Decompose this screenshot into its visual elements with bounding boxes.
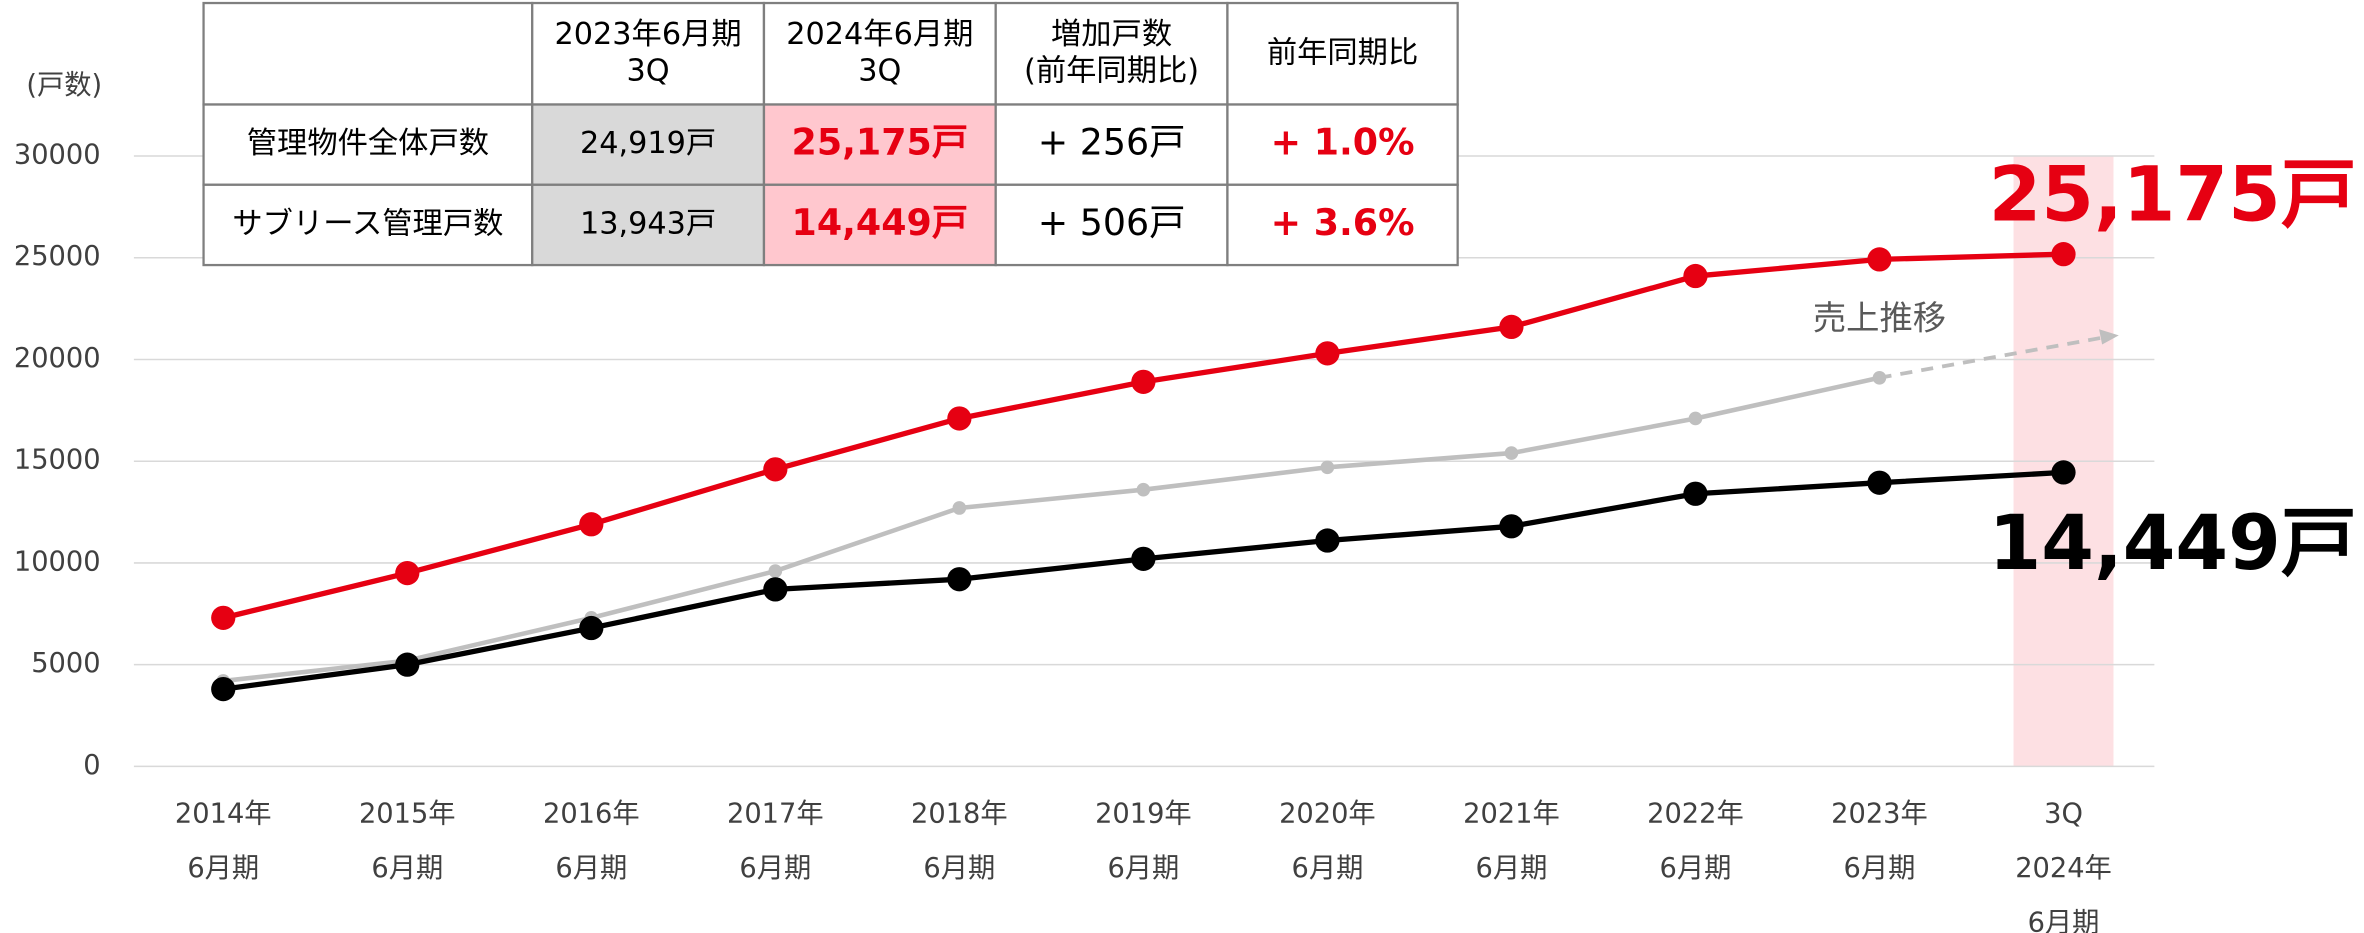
value-label: 25,175戸	[1989, 151, 2357, 239]
series-line	[223, 375, 1880, 684]
table-header: 増加戸数	[1051, 17, 1172, 52]
table-cell	[1226, 1, 1459, 106]
point	[1683, 481, 1708, 506]
table-header: (前年同期比)	[1024, 53, 1199, 88]
table-cell-text: サブリース管理戸数	[232, 206, 503, 241]
point	[1499, 514, 1524, 539]
point	[395, 652, 420, 677]
point	[211, 605, 236, 630]
table-cell-text: + 1.0%	[1271, 121, 1415, 164]
table-header: 2023年6月期	[555, 17, 742, 52]
value-label: 14,449戸	[1989, 499, 2357, 587]
point	[1315, 528, 1340, 553]
x-tick-label: 6月期	[1476, 853, 1548, 884]
y-tick-label: 25000	[14, 241, 101, 272]
series-line	[222, 469, 2064, 692]
point	[1499, 314, 1524, 340]
point	[1315, 341, 1340, 366]
trend-arrow	[1879, 335, 2108, 380]
table-cell-text: + 256戸	[1038, 121, 1186, 164]
table-cell-text: 13,943戸	[580, 206, 716, 241]
x-tick-label: 2023年	[1831, 798, 1928, 829]
x-tick-label: 6月期	[739, 853, 811, 884]
table-cell	[994, 183, 1229, 267]
table-header: 3Q	[858, 53, 901, 88]
x-tick-label: 6月期	[2028, 907, 2100, 933]
table-header: 前年同期比	[1267, 35, 1418, 70]
point	[211, 676, 236, 702]
x-tick-label: 2016年	[543, 798, 640, 829]
table-cell	[202, 1, 534, 106]
table-header: 2024年6月期	[786, 17, 973, 52]
table-cell-text: 25,175戸	[792, 121, 969, 164]
point	[1131, 369, 1156, 394]
point	[763, 577, 788, 602]
point	[768, 564, 783, 578]
x-tick-label: 3Q	[2044, 798, 2083, 829]
table-header: 3Q	[627, 53, 670, 88]
point	[2051, 242, 2076, 267]
x-tick-label: 6月期	[187, 853, 259, 884]
y-axis-label: (戸数)	[26, 70, 102, 101]
y-tick-label: 5000	[31, 648, 100, 679]
x-tick-label: 2021年	[1463, 798, 1560, 829]
point	[1683, 263, 1708, 289]
point	[1867, 470, 1892, 495]
y-tick-label: 0	[83, 750, 100, 781]
point	[1131, 546, 1156, 571]
x-tick-label: 6月期	[1107, 853, 1179, 884]
point	[395, 560, 420, 586]
y-tick-label: 10000	[14, 546, 101, 577]
trend-arrowhead	[2099, 329, 2119, 345]
x-tick-label: 6月期	[1291, 853, 1363, 884]
point	[1320, 460, 1335, 475]
point	[947, 406, 972, 431]
point	[2051, 460, 2076, 485]
table-cell	[202, 103, 534, 186]
x-tick-label: 6月期	[1844, 853, 1916, 884]
x-tick-label: 6月期	[923, 853, 995, 884]
table-cell	[531, 103, 766, 186]
point	[579, 512, 604, 537]
table-cell-text: + 3.6%	[1271, 201, 1415, 244]
y-tick-label: 20000	[14, 343, 101, 374]
x-tick-label: 6月期	[555, 853, 627, 884]
x-tick-label: 2022年	[1647, 798, 1744, 829]
point	[952, 501, 967, 515]
point	[1504, 446, 1519, 460]
point	[947, 567, 972, 592]
y-tick-label: 15000	[14, 445, 101, 476]
x-tick-label: 2017年	[727, 798, 824, 829]
point	[763, 457, 788, 482]
x-tick-label: 2019年	[1095, 798, 1192, 829]
table-cell	[1226, 103, 1459, 186]
x-tick-label: 2018年	[911, 798, 1008, 829]
series-name: 売上推移	[1813, 299, 1946, 338]
table-cell	[762, 103, 997, 186]
table-cell-text: + 506戸	[1038, 201, 1186, 244]
table-cell-text: 24,919戸	[580, 126, 716, 161]
x-tick-label: 2024年	[2015, 853, 2112, 884]
point	[1867, 247, 1892, 272]
x-tick-label: 6月期	[1660, 853, 1732, 884]
point	[1136, 482, 1151, 497]
table-cell	[1226, 183, 1459, 267]
table-cell	[531, 183, 766, 267]
point	[1872, 370, 1887, 385]
x-tick-label: 2014年	[175, 798, 272, 829]
x-tick-label: 2020年	[1279, 798, 1376, 829]
y-tick-label: 30000	[14, 140, 101, 171]
table-cell-text: 管理物件全体戸数	[247, 126, 489, 161]
point	[579, 615, 604, 641]
x-tick-label: 6月期	[371, 853, 443, 884]
point	[1688, 411, 1703, 426]
x-tick-label: 2015年	[359, 798, 456, 829]
table-cell-text: 14,449戸	[792, 201, 969, 244]
